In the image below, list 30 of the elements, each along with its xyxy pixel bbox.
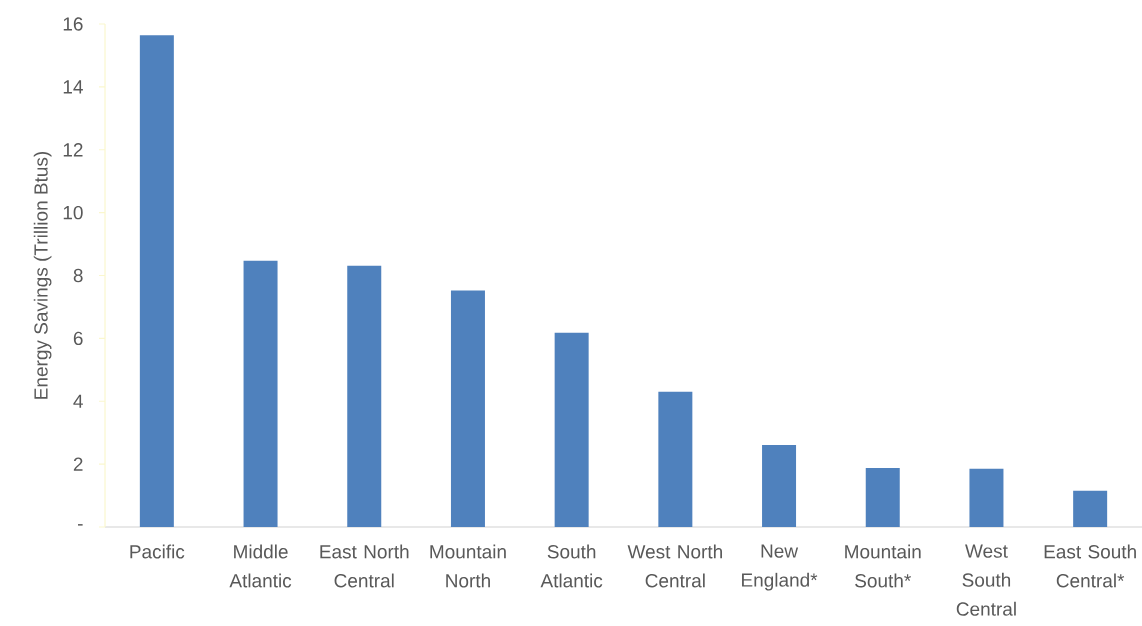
x-tick-label: East South Central* <box>1044 544 1136 588</box>
bar <box>243 260 278 527</box>
bar <box>450 290 485 527</box>
bar <box>762 444 797 527</box>
x-tick-label: South Atlantic <box>540 544 603 588</box>
y-tick-label: 8 <box>73 268 83 283</box>
x-tick-label: New England* <box>742 544 818 591</box>
y-tick-label: 16 <box>63 17 83 31</box>
x-tick-label: Mountain North <box>430 544 506 588</box>
y-tick-label: 2 <box>73 457 83 471</box>
y-tick-label: 4 <box>73 394 83 408</box>
y-axis-title: Energy Savings (Trillion Btus) <box>33 151 52 399</box>
bar <box>554 332 589 527</box>
x-tick-label: East North Central <box>320 544 409 588</box>
y-tick-label: 6 <box>73 331 83 346</box>
x-tick-label: West South Central <box>956 544 1016 616</box>
x-tick-label: Mountain South* <box>845 544 921 588</box>
y-tick-label: 10 <box>63 205 83 220</box>
bar <box>969 468 1004 527</box>
y-tick-label: 12 <box>63 143 83 157</box>
bar <box>139 35 174 527</box>
bar <box>1073 490 1108 527</box>
x-tick-label: Middle Atlantic <box>229 544 292 588</box>
bar <box>347 265 382 527</box>
y-tick-label: - <box>77 524 83 526</box>
bar <box>658 391 693 527</box>
y-tick-label: 14 <box>63 80 83 94</box>
x-tick-label: West North Central <box>627 544 722 588</box>
x-tick-label: Pacific <box>130 544 185 559</box>
bar <box>865 467 900 527</box>
